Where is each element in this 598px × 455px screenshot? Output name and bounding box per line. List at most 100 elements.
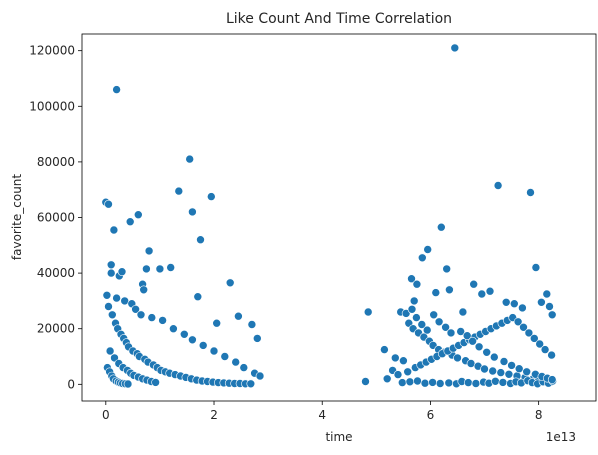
y-tick-label: 20000 <box>37 322 75 336</box>
data-point <box>147 313 157 322</box>
y-tick-label: 100000 <box>29 99 75 113</box>
y-tick-label: 60000 <box>37 211 75 225</box>
data-point <box>393 370 403 379</box>
data-point <box>453 353 462 363</box>
data-point <box>105 346 115 356</box>
data-point <box>446 328 456 338</box>
data-point <box>112 85 121 94</box>
data-point <box>531 263 541 272</box>
y-tick-label: 120000 <box>29 44 75 58</box>
data-point <box>158 316 167 325</box>
data-point <box>255 371 265 381</box>
data-point <box>547 310 557 320</box>
x-tick-label: 2 <box>210 408 218 422</box>
data-point <box>482 347 492 357</box>
y-axis-label: favorite_count <box>10 174 24 261</box>
data-point <box>514 364 524 374</box>
data-point <box>522 367 532 377</box>
data-point <box>491 376 500 386</box>
data-point <box>144 246 154 256</box>
y-tick-label: 40000 <box>37 266 75 280</box>
data-point <box>524 328 534 338</box>
data-point <box>397 378 407 387</box>
data-point <box>422 325 432 335</box>
data-point <box>542 289 552 299</box>
data-point <box>444 378 454 388</box>
data-point <box>509 299 519 309</box>
data-point <box>545 302 554 311</box>
data-point <box>458 307 468 317</box>
data-point <box>380 345 389 354</box>
data-point <box>174 186 184 196</box>
data-point <box>188 335 197 345</box>
data-point <box>513 317 523 327</box>
data-point <box>109 225 119 235</box>
data-point <box>139 285 148 295</box>
data-point <box>507 361 516 370</box>
data-point <box>413 376 422 386</box>
data-point <box>106 268 116 278</box>
data-point <box>412 313 421 322</box>
data-point <box>488 366 498 376</box>
data-point <box>125 217 135 226</box>
plot-frame <box>81 33 597 402</box>
x-axis-label: time <box>325 430 352 444</box>
data-point <box>468 336 477 346</box>
data-point <box>166 263 175 272</box>
data-point <box>112 293 121 303</box>
data-point <box>151 378 160 387</box>
data-point <box>401 309 411 318</box>
y-tick-label: 80000 <box>37 155 75 169</box>
data-point <box>363 307 373 317</box>
data-point <box>234 311 243 321</box>
data-point <box>131 304 140 314</box>
x-tick-label: 4 <box>318 408 326 422</box>
data-point <box>462 331 472 341</box>
data-point <box>246 379 256 389</box>
data-point <box>456 327 466 336</box>
data-point <box>104 199 113 209</box>
data-point <box>108 310 117 320</box>
data-point <box>537 297 546 307</box>
data-point <box>106 260 116 270</box>
data-point <box>493 181 503 190</box>
data-point <box>463 378 473 387</box>
data-point <box>104 302 113 311</box>
data-point <box>535 339 545 349</box>
points-layer <box>101 43 558 389</box>
data-point <box>435 379 445 388</box>
data-point <box>485 286 495 296</box>
data-point <box>361 377 370 386</box>
data-point <box>185 154 194 164</box>
data-point <box>117 267 127 277</box>
data-point <box>198 341 208 350</box>
axes-layer: 0 2 4 6 8 0 20000 40000 60000 80000 100000 120000 <box>29 33 597 422</box>
data-point <box>501 297 511 307</box>
data-point <box>417 320 427 329</box>
x-tick-label: 0 <box>102 408 110 422</box>
data-point <box>403 367 413 377</box>
data-point <box>436 222 446 232</box>
data-point <box>409 296 419 306</box>
data-point <box>196 235 205 244</box>
data-point <box>469 279 479 289</box>
data-point <box>417 253 427 263</box>
data-point <box>519 322 528 332</box>
data-point <box>489 352 499 362</box>
x-tick-label: 8 <box>535 408 543 422</box>
data-point <box>474 342 484 352</box>
data-point <box>480 364 489 374</box>
data-point <box>239 363 249 372</box>
data-point <box>155 264 165 274</box>
data-point <box>429 310 439 320</box>
data-point <box>102 290 112 300</box>
data-point <box>169 324 178 334</box>
data-point <box>477 289 487 299</box>
data-point <box>382 374 392 384</box>
data-point <box>496 368 506 377</box>
data-point <box>434 317 444 327</box>
data-point <box>193 292 203 302</box>
data-point <box>188 207 197 217</box>
